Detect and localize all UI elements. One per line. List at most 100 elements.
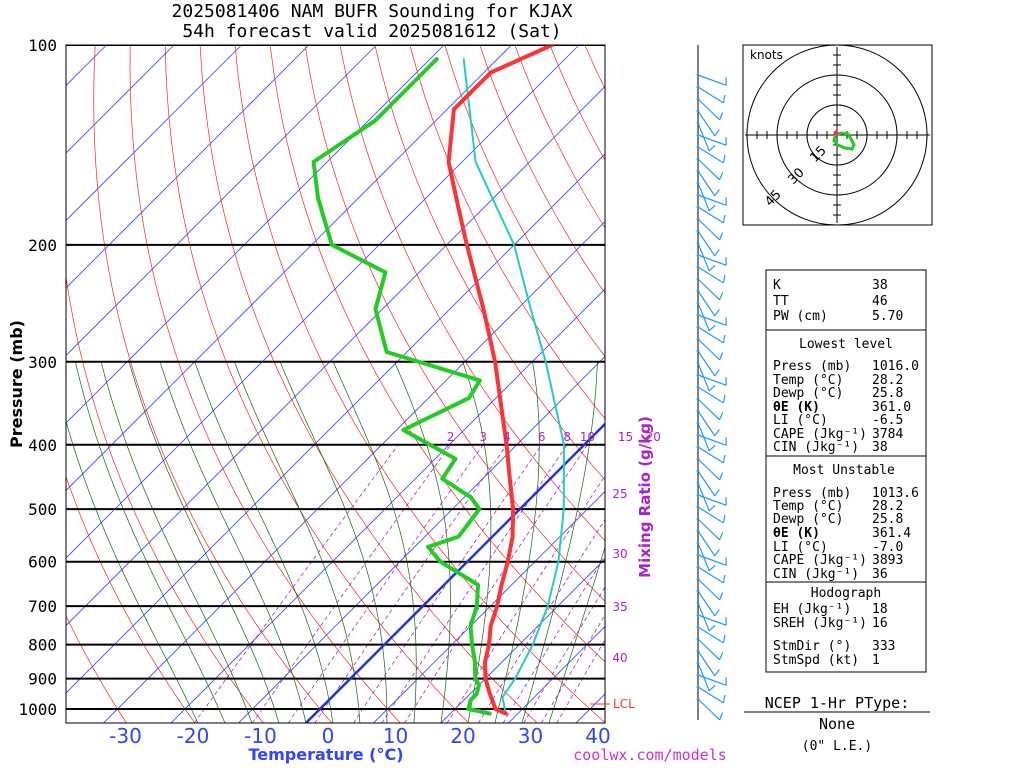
pw-value: 5.70 — [872, 309, 903, 324]
lowest-dewp-value: 25.8 — [872, 386, 903, 401]
mixing-ratio-label: 20 — [646, 430, 661, 444]
temperature-tick-label: 20 — [450, 724, 475, 748]
lowest-temp-label: Temp (°C) — [773, 373, 843, 388]
wind-barb-shaft — [697, 458, 720, 481]
moist-adiabat — [494, 361, 540, 723]
mixing-ratio-line — [193, 444, 399, 723]
wind-barb-shaft — [697, 650, 716, 677]
mixing-ratio-label: 8 — [563, 430, 571, 444]
isotherm-line — [66, 45, 445, 424]
dry-adiabat — [66, 615, 127, 723]
moist-adiabat — [462, 361, 492, 723]
wind-barb-dot — [696, 289, 700, 293]
stmdir-value: 333 — [872, 639, 895, 654]
lowest-cape-value: 3784 — [872, 427, 903, 442]
wind-barb-shaft — [697, 698, 720, 721]
mixing-ratio-labels: 2 3 4 6 8 10 15 20 25 30 35 40 — [447, 430, 661, 665]
wind-barb-dot — [696, 325, 700, 329]
temperature-tick-labels: -30 -20 -10 0 10 20 30 40 — [109, 724, 611, 748]
wind-barb-shaft — [697, 410, 716, 437]
wind-barb-shaft — [697, 518, 720, 541]
freezing-line — [305, 422, 605, 723]
wind-barb-flag — [708, 264, 716, 272]
wind-barb-dot — [696, 181, 700, 185]
wind-barb-flag — [714, 188, 720, 197]
wind-barb-dot — [696, 397, 700, 401]
mixing-ratio-line — [446, 475, 605, 723]
wind-barb-shaft — [697, 134, 727, 146]
wind-barb-shaft — [697, 494, 727, 506]
lowest-level-title: Lowest level — [799, 337, 893, 352]
wind-barb-shaft — [697, 590, 716, 617]
wind-barb-dot — [696, 613, 700, 617]
hodograph-ticks — [746, 44, 928, 226]
wind-barb-flag — [722, 634, 726, 644]
wind-barb-dot — [696, 229, 700, 233]
mixing-ratio-line — [556, 639, 605, 723]
isotherm-line — [66, 45, 310, 289]
ptype-panel: NCEP 1-Hr PType: None (0" L.E.) — [744, 694, 930, 754]
wind-barb-shaft — [697, 266, 724, 284]
wind-barb-dot — [696, 121, 700, 125]
lowest-cin-value: 38 — [872, 440, 888, 455]
ptype-title: NCEP 1-Hr PType: — [765, 694, 910, 712]
mu-cape-label: CAPE (Jkg⁻¹) — [773, 553, 867, 568]
wind-barb-dot — [696, 277, 700, 281]
wind-barb-shaft — [697, 614, 727, 626]
wind-barb-flag — [719, 172, 724, 181]
site-credit: coolwx.com/models — [573, 746, 727, 764]
isotherm-line — [66, 85, 605, 627]
wind-barb-dot — [696, 697, 700, 701]
wind-barb-flag — [722, 94, 726, 104]
wind-barb-flag — [722, 214, 726, 224]
eh-value: 18 — [872, 602, 888, 617]
hodograph-unit-label: knots — [750, 48, 783, 62]
wind-barb-flag — [719, 292, 724, 301]
wind-barb-flag — [708, 204, 716, 212]
moist-adiabat — [128, 361, 280, 723]
wind-barb-shaft — [697, 566, 724, 584]
wind-barb-shaft — [697, 350, 716, 377]
wind-barb-shaft — [697, 158, 720, 181]
wind-barb-dot — [696, 265, 700, 269]
most-unstable-title: Most Unstable — [793, 463, 895, 478]
wind-barb-dot — [696, 529, 700, 533]
wind-barb-shaft — [697, 278, 720, 301]
dewpoint-profile — [311, 57, 492, 716]
wind-barb-dot — [696, 481, 700, 485]
sounding-profiles — [311, 45, 565, 716]
wind-barb-flag — [722, 574, 726, 584]
moist-adiabat — [332, 361, 417, 723]
mixing-ratio-line — [251, 444, 452, 723]
mixing-ratio-line — [523, 586, 605, 723]
wind-barb-dot — [696, 217, 700, 221]
pressure-tick-label: 500 — [28, 500, 57, 519]
lowest-li-value: -6.5 — [872, 413, 903, 428]
wind-barb-dot — [696, 445, 700, 449]
wind-barb-flag — [719, 472, 724, 481]
lowest-temp-value: 28.2 — [872, 373, 903, 388]
wind-barb-shaft — [697, 218, 720, 241]
mixing-ratio-line — [502, 555, 605, 723]
parcel-profile — [462, 58, 565, 715]
mixing-ratio-label: 10 — [580, 430, 595, 444]
indices-table: K 38 TT 46 PW (cm) 5.70 Lowest level Pre… — [765, 269, 927, 673]
lowest-li-label: LI (°C) — [773, 413, 828, 428]
isotherm-line — [440, 558, 605, 723]
wind-barb-flag — [722, 274, 726, 284]
mixing-ratio-label: 4 — [503, 430, 511, 444]
dry-adiabat — [269, 45, 605, 663]
wind-barb-flag — [722, 514, 726, 524]
isotherm-line — [103, 220, 605, 723]
stmspd-value: 1 — [872, 653, 880, 668]
mixing-ratio-line — [353, 444, 543, 723]
moist-adiabat — [234, 361, 361, 723]
storm-motion-marker — [833, 130, 839, 136]
lowest-press-value: 1016.0 — [872, 359, 919, 374]
dry-adiabat — [409, 45, 605, 420]
hodograph-trace — [832, 131, 856, 151]
isotherm-line — [170, 288, 605, 723]
wind-barb-dot — [696, 157, 700, 161]
mixing-ratio-line — [477, 518, 605, 723]
dry-adiabat — [129, 45, 401, 723]
